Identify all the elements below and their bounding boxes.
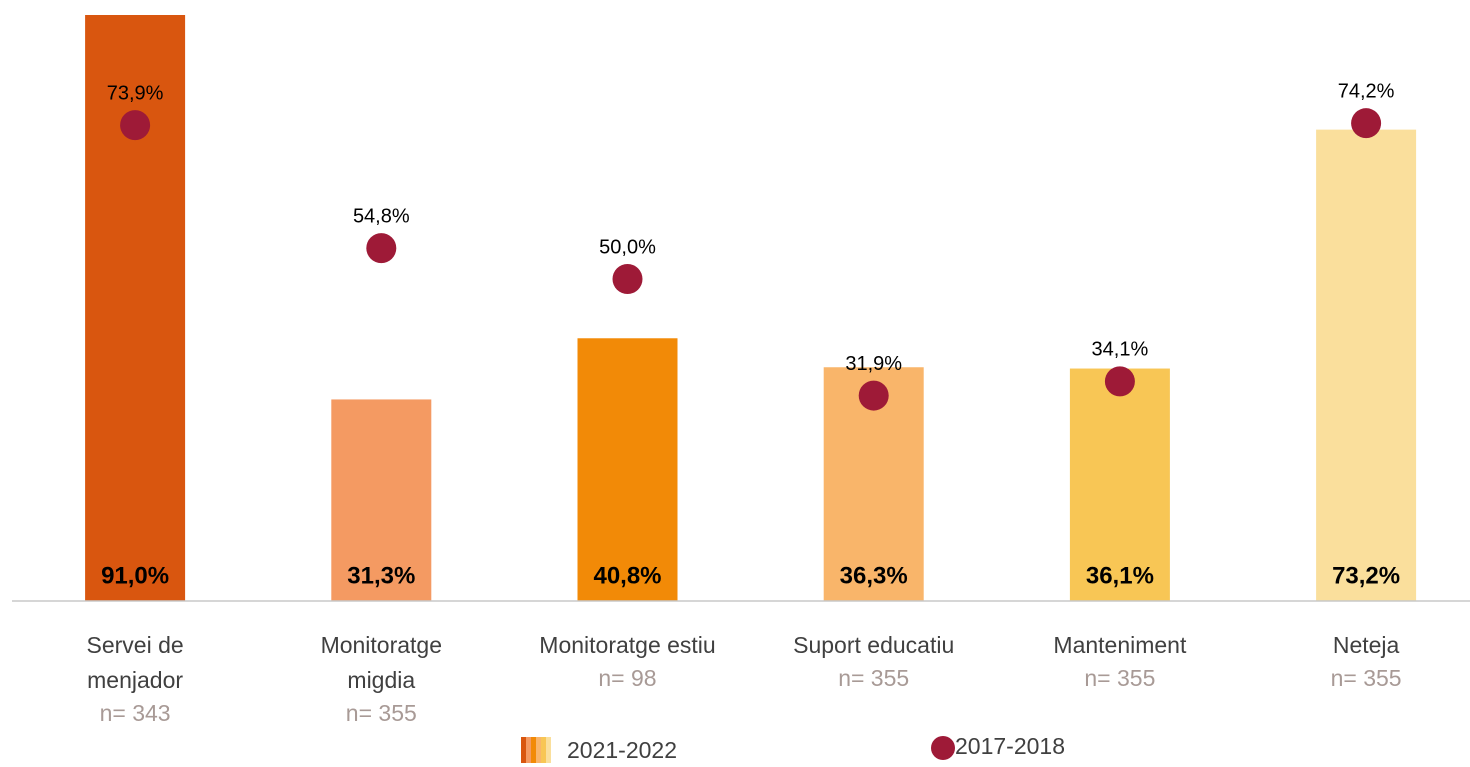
bar-value-label: 91,0% xyxy=(101,562,169,589)
dot xyxy=(366,233,397,264)
x-tick-label: Neteja xyxy=(1333,632,1400,658)
bar-value-label: 31,3% xyxy=(347,562,415,589)
legend-swatch xyxy=(536,737,541,763)
legend-swatch xyxy=(526,737,531,763)
x-tick-label: migdia xyxy=(347,667,415,693)
n-label: n= 343 xyxy=(100,700,171,726)
bar-value-label: 36,1% xyxy=(1086,562,1154,589)
legend-label: 2021-2022 xyxy=(567,737,677,763)
legend-swatch xyxy=(541,737,546,763)
legend-swatch xyxy=(531,737,536,763)
bar xyxy=(1316,129,1417,601)
x-tick-label: Monitoratge xyxy=(321,632,442,658)
dot xyxy=(1351,108,1382,139)
bar xyxy=(577,338,678,601)
x-tick-label: Servei de xyxy=(87,632,184,658)
dot-value-label: 73,9% xyxy=(107,82,164,104)
legend-swatch xyxy=(521,737,526,763)
legend-swatch xyxy=(546,737,551,763)
bar-value-label: 40,8% xyxy=(593,562,661,589)
dot-value-label: 74,2% xyxy=(1338,80,1395,102)
dot-value-label: 31,9% xyxy=(845,353,902,375)
bar-value-label: 36,3% xyxy=(840,562,908,589)
x-tick-label: Monitoratge estiu xyxy=(539,632,715,658)
bar xyxy=(1069,368,1170,601)
n-label: n= 355 xyxy=(346,700,417,726)
dot-value-label: 54,8% xyxy=(353,205,410,227)
x-tick-label: Suport educatiu xyxy=(793,632,954,658)
legend-label: 2017-2018 xyxy=(955,733,1065,759)
dot xyxy=(1104,366,1135,397)
dot-value-label: 34,1% xyxy=(1092,339,1149,361)
x-tick-label: Manteniment xyxy=(1053,632,1187,658)
x-tick-label: menjador xyxy=(87,667,183,693)
dot xyxy=(858,380,889,411)
n-label: n= 355 xyxy=(838,665,909,691)
n-label: n= 98 xyxy=(598,665,656,691)
n-label: n= 355 xyxy=(1084,665,1155,691)
bar xyxy=(331,399,432,601)
n-label: n= 355 xyxy=(1331,665,1402,691)
dot xyxy=(612,264,643,295)
legend-dot xyxy=(931,736,955,760)
dot xyxy=(120,110,151,141)
dot-value-label: 50,0% xyxy=(599,236,656,258)
bar-value-label: 73,2% xyxy=(1332,562,1400,589)
